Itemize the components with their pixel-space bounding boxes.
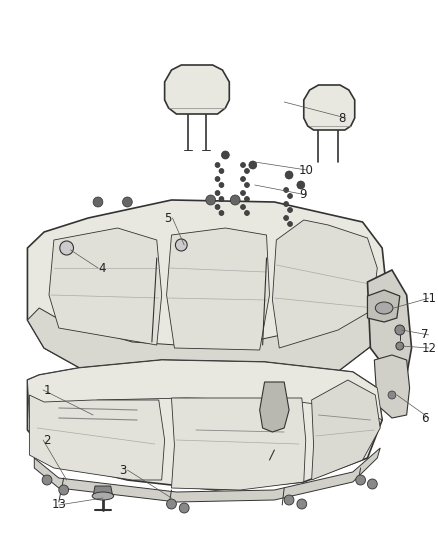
Circle shape: [219, 182, 224, 188]
Polygon shape: [165, 65, 230, 114]
Polygon shape: [29, 395, 165, 480]
Polygon shape: [311, 380, 380, 480]
Text: 10: 10: [299, 164, 314, 176]
Circle shape: [288, 207, 293, 213]
Text: 6: 6: [421, 411, 429, 424]
Circle shape: [123, 197, 132, 207]
Circle shape: [284, 188, 289, 192]
Text: 12: 12: [421, 342, 436, 354]
Text: 13: 13: [52, 498, 67, 512]
Circle shape: [249, 161, 257, 169]
Circle shape: [297, 181, 305, 189]
Circle shape: [388, 391, 396, 399]
Circle shape: [215, 163, 220, 167]
Circle shape: [240, 190, 245, 196]
Circle shape: [240, 205, 245, 209]
Circle shape: [288, 193, 293, 198]
Text: 2: 2: [43, 433, 51, 447]
Polygon shape: [34, 448, 380, 502]
Circle shape: [60, 241, 74, 255]
Circle shape: [244, 197, 249, 201]
Text: 5: 5: [165, 212, 172, 224]
Circle shape: [206, 195, 215, 205]
Polygon shape: [367, 290, 400, 322]
Circle shape: [215, 176, 220, 182]
Circle shape: [93, 197, 103, 207]
Circle shape: [166, 499, 177, 509]
Text: 1: 1: [43, 384, 51, 397]
Text: 3: 3: [120, 464, 127, 477]
Circle shape: [244, 211, 249, 215]
Circle shape: [396, 342, 404, 350]
Circle shape: [356, 475, 365, 485]
Circle shape: [222, 151, 230, 159]
Circle shape: [288, 222, 293, 227]
Circle shape: [179, 503, 189, 513]
Polygon shape: [260, 382, 289, 432]
Polygon shape: [28, 360, 382, 490]
Circle shape: [395, 325, 405, 335]
Circle shape: [215, 205, 220, 209]
Circle shape: [367, 479, 377, 489]
Text: 8: 8: [338, 111, 346, 125]
Text: 7: 7: [421, 328, 429, 342]
Circle shape: [59, 485, 69, 495]
Polygon shape: [172, 398, 306, 490]
Polygon shape: [374, 355, 410, 418]
Polygon shape: [28, 200, 387, 398]
Polygon shape: [304, 85, 355, 130]
Polygon shape: [272, 220, 377, 348]
Polygon shape: [28, 360, 382, 420]
Ellipse shape: [375, 302, 393, 314]
Circle shape: [297, 499, 307, 509]
Circle shape: [244, 182, 249, 188]
Circle shape: [240, 176, 245, 182]
Circle shape: [240, 163, 245, 167]
Polygon shape: [166, 228, 269, 350]
Circle shape: [219, 197, 224, 201]
Text: 11: 11: [421, 292, 436, 304]
Ellipse shape: [92, 492, 114, 500]
Text: 9: 9: [299, 189, 306, 201]
Circle shape: [42, 475, 52, 485]
Text: 4: 4: [98, 262, 106, 274]
Circle shape: [244, 168, 249, 174]
Circle shape: [215, 190, 220, 196]
Circle shape: [219, 168, 224, 174]
Circle shape: [219, 211, 224, 215]
Circle shape: [230, 195, 240, 205]
Polygon shape: [28, 295, 387, 398]
Circle shape: [285, 171, 293, 179]
Polygon shape: [49, 228, 162, 345]
Polygon shape: [367, 270, 412, 375]
Circle shape: [175, 239, 187, 251]
Circle shape: [284, 201, 289, 206]
Circle shape: [284, 215, 289, 221]
Polygon shape: [93, 486, 113, 496]
Circle shape: [284, 495, 294, 505]
